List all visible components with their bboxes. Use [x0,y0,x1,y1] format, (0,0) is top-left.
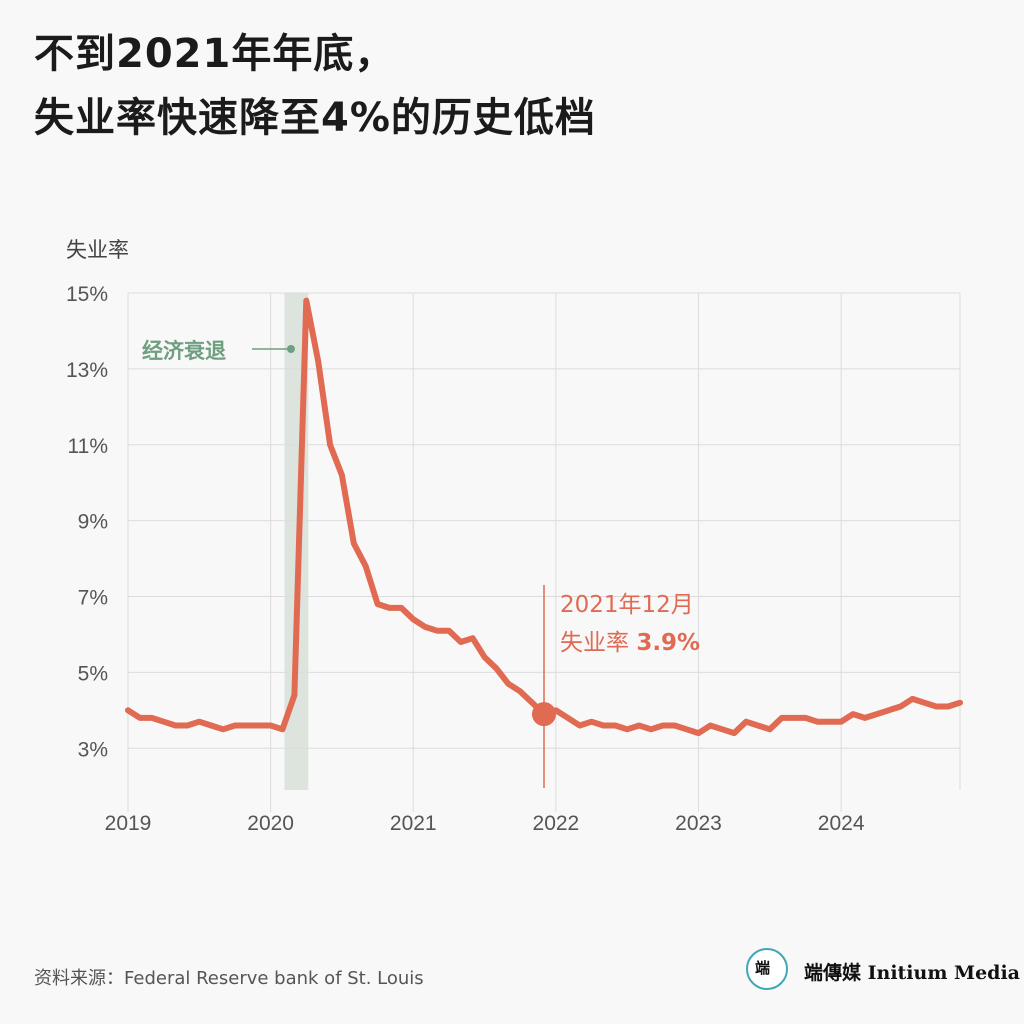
x-tick-label: 2023 [675,812,722,835]
chart-title: 不到2021年年底， 失业率快速降至4%的历史低档 [34,22,596,150]
annotation-point [532,702,556,727]
annotation-date: 2021年12月 [560,592,694,618]
initium-logo[interactable]: 端 端傳媒 Initium Media [746,948,1020,996]
y-tick-label: 9% [78,511,108,534]
x-tick-label: 2021 [390,812,437,835]
x-tick-label: 2022 [533,812,580,835]
y-tick-label: 7% [78,587,108,610]
recession-leader-dot [287,345,295,353]
title-line-1: 不到2021年年底， [34,31,396,77]
y-axis-label: 失业率 [66,238,129,262]
x-tick-label: 2024 [818,812,865,835]
y-tick-label: 5% [78,662,108,685]
logo-glyph: 端 [755,959,771,977]
recession-label: 经济衰退 [142,339,226,363]
y-tick-label: 11% [68,435,108,458]
annotation-rate-value: 3.9% [636,630,700,656]
logo-icon: 端 [746,948,788,990]
annotation-rate-label: 失业率 [560,630,636,656]
logo-text: 端傳媒 Initium Media [804,962,1020,984]
source-note: 资料来源：Federal Reserve bank of St. Louis [34,968,424,989]
y-tick-label: 13% [66,359,108,382]
x-tick-label: 2019 [105,812,152,835]
x-tick-label: 2020 [247,812,294,835]
y-tick-label: 15% [66,283,108,306]
title-line-2: 失业率快速降至4%的历史低档 [34,95,596,141]
y-tick-label: 3% [78,738,108,761]
annotation-rate: 失业率 3.9% [560,630,700,656]
